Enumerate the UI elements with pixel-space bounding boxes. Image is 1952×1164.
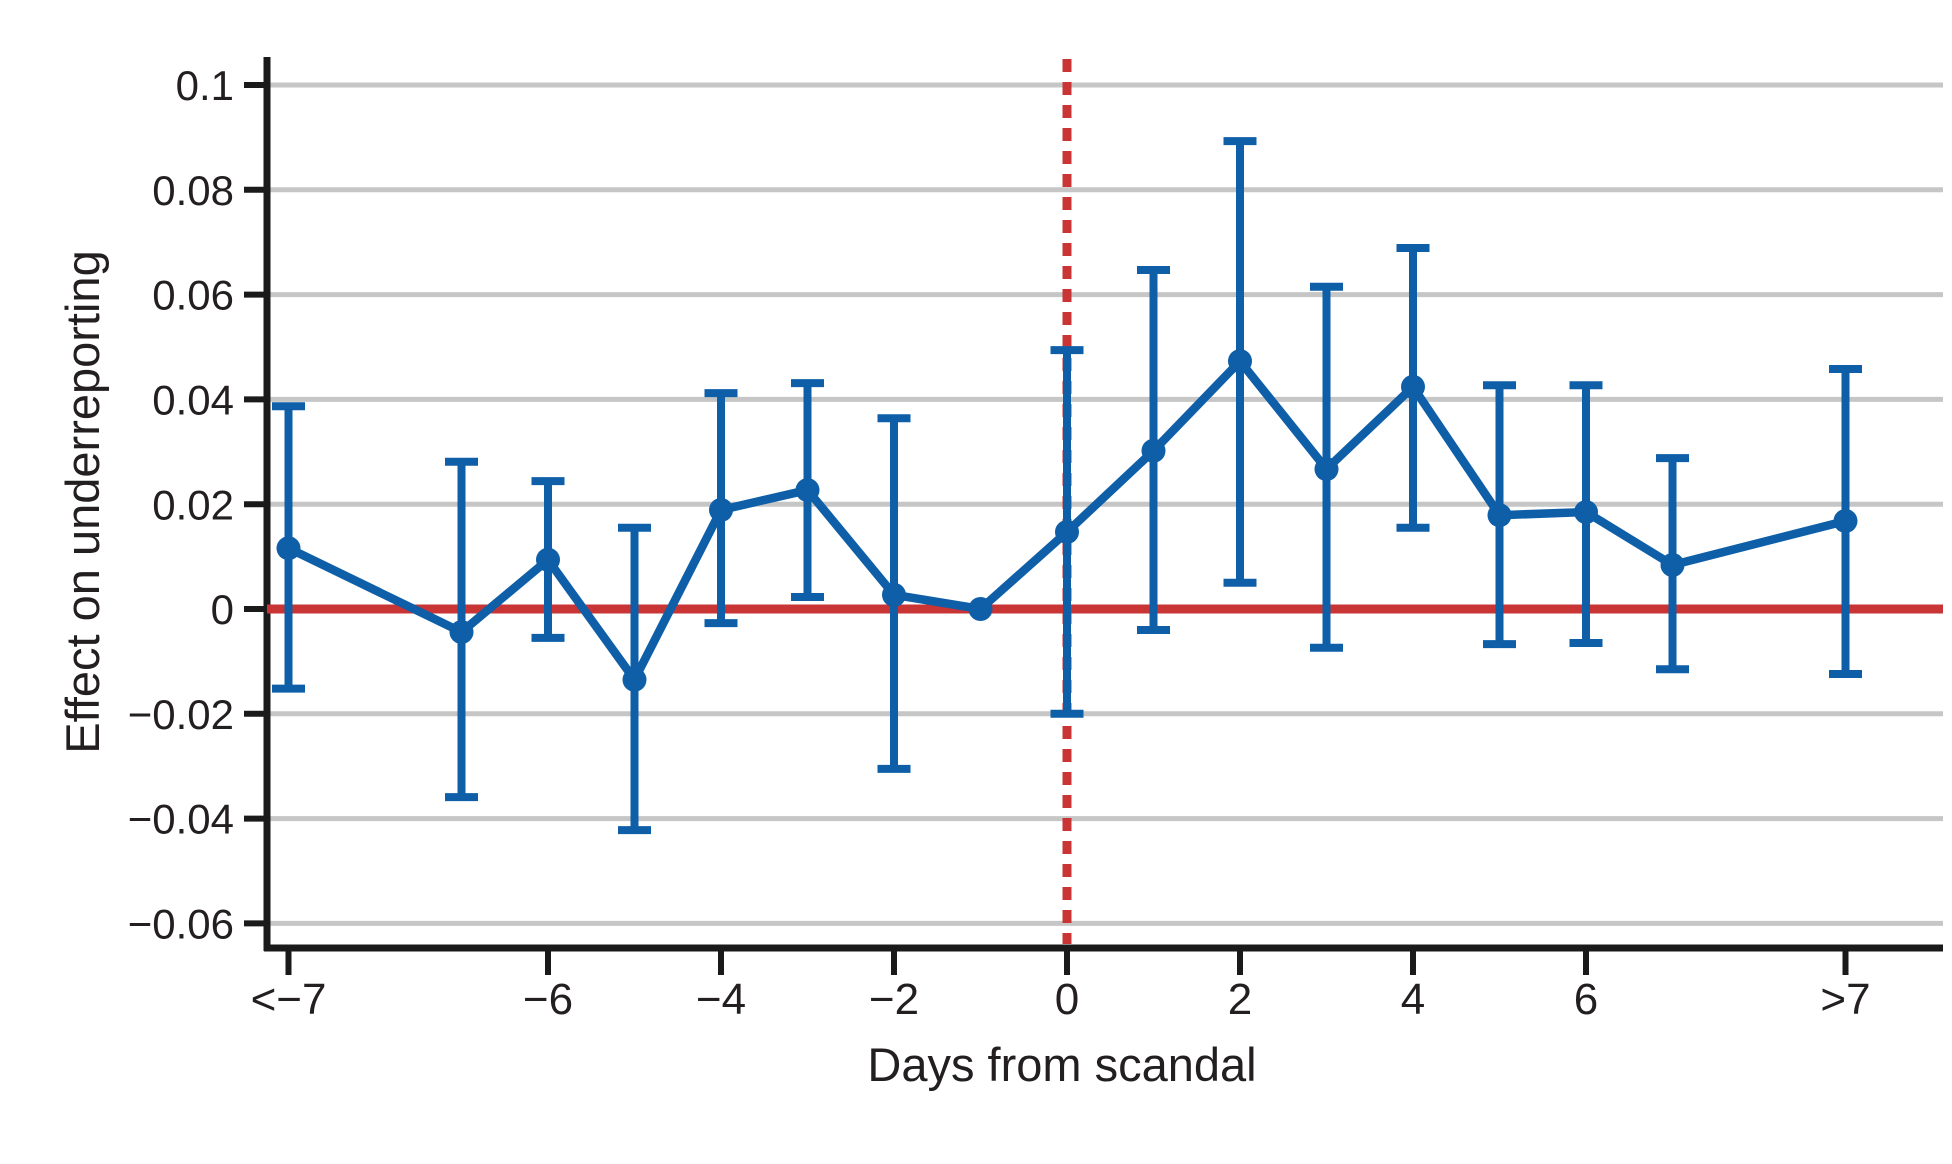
data-point-marker — [1401, 374, 1425, 399]
y-axis-tick-label: −0.06 — [128, 901, 234, 948]
x-axis-tick-label: −4 — [696, 975, 746, 1024]
x-axis-tick-label: −6 — [523, 975, 573, 1024]
y-axis-title: Effect on underreporting — [56, 250, 109, 753]
y-axis-tick-label: −0.04 — [128, 796, 234, 843]
x-axis-tick-label: 4 — [1401, 975, 1425, 1024]
data-point-marker — [1487, 503, 1512, 528]
data-point-marker — [882, 582, 906, 607]
data-point-marker — [536, 547, 560, 572]
series-layer — [272, 137, 1862, 835]
data-point-marker — [709, 497, 733, 522]
y-axis-tick-label: 0.08 — [152, 167, 234, 214]
data-point-marker — [1141, 438, 1166, 463]
axis-layer: 0.1 0.08 0.06 0.04 0.02 0 −0.02 −0.04 −0.06 <−7 −6… — [128, 57, 1943, 1024]
y-axis-tick-label: 0 — [211, 586, 234, 633]
y-axis-tick-label: 0.02 — [152, 481, 234, 528]
x-axis-tick-label: 2 — [1228, 975, 1252, 1024]
data-point-marker — [622, 667, 647, 692]
y-axis-tick-label: 0.04 — [152, 377, 234, 424]
x-axis-title: Days from scandal — [867, 1038, 1256, 1091]
data-point-marker — [795, 478, 820, 503]
gridline-layer — [267, 82, 1943, 926]
data-point-marker — [449, 620, 474, 645]
data-point-marker — [1055, 519, 1079, 544]
y-axis-tick-label: −0.02 — [128, 691, 234, 738]
x-axis-tick-label: <−7 — [251, 975, 327, 1024]
y-axis-tick-label: 0.06 — [152, 272, 234, 319]
x-axis-tick-label: −2 — [869, 975, 919, 1024]
data-point-marker — [1228, 349, 1252, 374]
data-point-marker — [968, 597, 993, 621]
y-axis-tick-label: 0.1 — [176, 62, 234, 109]
data-point-marker — [276, 536, 301, 561]
data-point-marker — [1833, 508, 1858, 533]
data-point-marker — [1574, 500, 1598, 525]
data-point-marker — [1314, 457, 1339, 482]
data-point-marker — [1660, 552, 1685, 577]
x-axis-tick-label: 0 — [1055, 975, 1079, 1024]
x-axis-tick-label: >7 — [1820, 975, 1870, 1024]
x-axis-tick-label: 6 — [1574, 975, 1598, 1024]
